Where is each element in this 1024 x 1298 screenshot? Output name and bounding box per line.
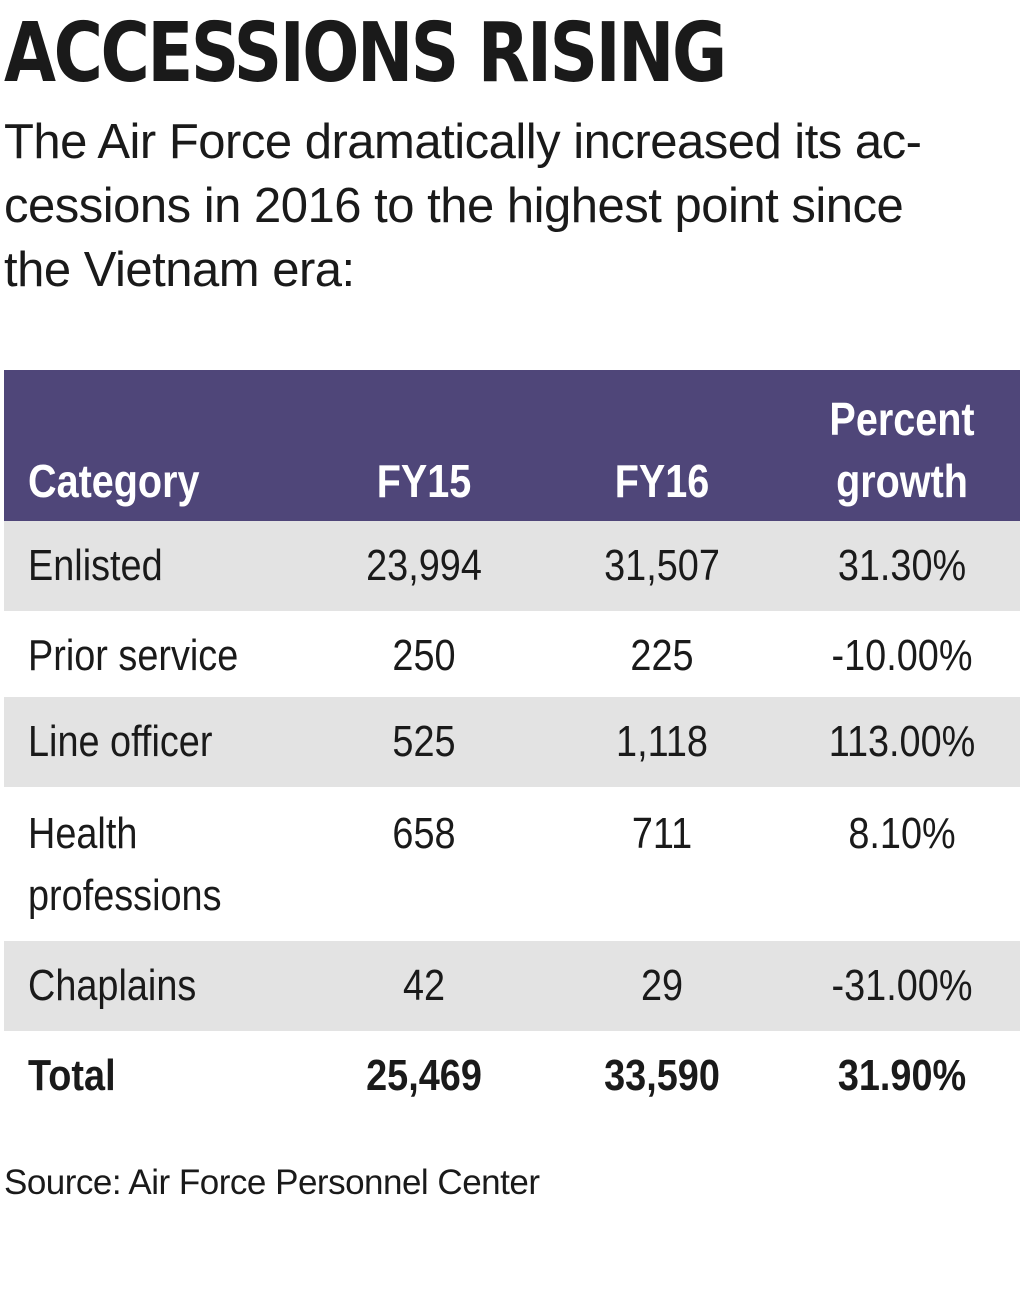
table-total-row: Total 25,469 33,590 31.90%: [4, 1031, 1020, 1123]
source-note: Source: Air Force Personnel Center: [4, 1163, 540, 1202]
chart-title: ACCESSIONS RISING: [4, 6, 727, 101]
table-row: Enlisted 23,994 31,507 31.30%: [4, 521, 1020, 611]
row-fy16: 711: [631, 809, 693, 858]
header-percent-growth: Percent growth: [829, 393, 975, 507]
row-growth: 8.10%: [848, 809, 956, 858]
row-category: Chaplains: [28, 961, 197, 1010]
header-fy16: FY16: [614, 455, 710, 507]
row-category: Enlisted: [28, 541, 163, 590]
row-fy15: 42: [402, 961, 446, 1010]
chart-subtitle: The Air Force dramatically increased its…: [4, 115, 922, 297]
row-fy16: 31,507: [604, 541, 720, 590]
row-growth: -10.00%: [831, 631, 973, 680]
table-row: Line officer 525 1,118 113.00%: [4, 697, 1020, 787]
row-fy15: 23,994: [366, 541, 482, 590]
row-category: Line officer: [28, 717, 213, 766]
row-fy15: 658: [392, 809, 456, 858]
total-fy16: 33,590: [604, 1051, 720, 1100]
row-category: Health professions: [28, 809, 222, 920]
header-fy15: FY15: [376, 455, 472, 507]
table-header-row: Category FY15 FY16 Percent growth: [4, 370, 1020, 521]
row-growth: -31.00%: [831, 961, 973, 1010]
table-row: Chaplains 42 29 -31.00%: [4, 941, 1020, 1031]
total-growth: 31.90%: [837, 1051, 967, 1100]
row-fy16: 225: [630, 631, 694, 680]
row-fy15: 525: [392, 717, 456, 766]
row-growth: 113.00%: [828, 717, 976, 766]
row-growth: 31.30%: [837, 541, 967, 590]
table-row: Health professions 658 711 8.10%: [4, 787, 1020, 941]
row-fy15: 250: [392, 631, 456, 680]
row-fy16: 29: [640, 961, 684, 1010]
total-fy15: 25,469: [366, 1051, 482, 1100]
header-category: Category: [28, 455, 200, 507]
accessions-table: Category FY15 FY16 Percent growth Enlist…: [4, 370, 1020, 1123]
table-row: Prior service 250 225 -10.00%: [4, 611, 1020, 697]
row-category: Prior service: [28, 631, 239, 680]
row-fy16: 1,118: [616, 717, 708, 766]
total-category: Total: [28, 1051, 116, 1100]
